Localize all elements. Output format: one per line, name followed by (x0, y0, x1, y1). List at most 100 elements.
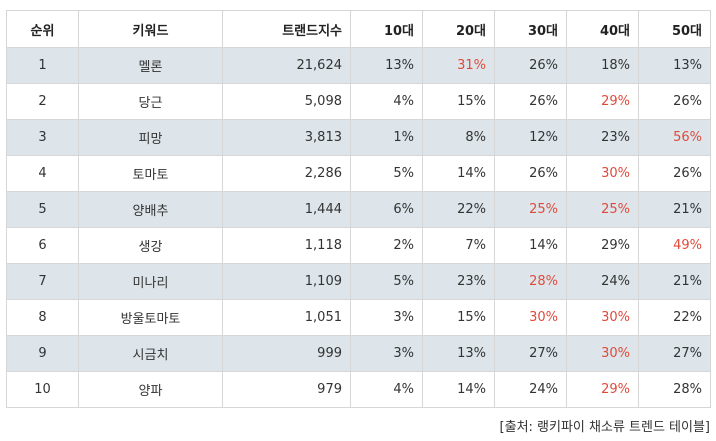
trend-index-cell: 21,624 (222, 47, 351, 84)
age-40s-cell: 30% (566, 155, 639, 192)
rank-cell: 9 (6, 335, 79, 372)
age-40s-cell: 29% (566, 83, 639, 120)
rank-cell: 7 (6, 263, 79, 300)
keyword-cell: 양파 (78, 371, 223, 408)
table-row: 2 당근 5,098 4% 15% 26% 29% 26% (6, 83, 711, 120)
age-50s-cell: 13% (638, 47, 711, 84)
table-row: 9 시금치 999 3% 13% 27% 30% 27% (6, 335, 711, 372)
age-20s-cell: 14% (422, 155, 495, 192)
age-30s-cell: 12% (494, 119, 567, 156)
rank-cell: 4 (6, 155, 79, 192)
age-50s-cell: 28% (638, 371, 711, 408)
rank-cell: 1 (6, 47, 79, 84)
age-30s-cell: 26% (494, 155, 567, 192)
rank-cell: 8 (6, 299, 79, 336)
header-age-10s: 10대 (350, 10, 423, 48)
source-caption: [출처: 랭키파이 채소류 트렌드 테이블] (499, 420, 710, 435)
age-20s-cell: 23% (422, 263, 495, 300)
age-50s-cell: 56% (638, 119, 711, 156)
age-50s-cell: 21% (638, 191, 711, 228)
trend-index-cell: 999 (222, 335, 351, 372)
age-10s-cell: 4% (350, 83, 423, 120)
table-row: 1 멜론 21,624 13% 31% 26% 18% 13% (6, 47, 711, 84)
trend-index-cell: 1,109 (222, 263, 351, 300)
rank-cell: 2 (6, 83, 79, 120)
age-50s-cell: 22% (638, 299, 711, 336)
age-10s-cell: 5% (350, 263, 423, 300)
table-row: 7 미나리 1,109 5% 23% 28% 24% 21% (6, 263, 711, 300)
age-10s-cell: 1% (350, 119, 423, 156)
header-row: 순위 키워드 트랜드지수 10대 20대 30대 40대 50대 (6, 10, 711, 48)
table-row: 3 피망 3,813 1% 8% 12% 23% 56% (6, 119, 711, 156)
age-30s-cell: 27% (494, 335, 567, 372)
age-10s-cell: 5% (350, 155, 423, 192)
age-20s-cell: 14% (422, 371, 495, 408)
rank-cell: 10 (6, 371, 79, 408)
age-30s-cell: 25% (494, 191, 567, 228)
rank-cell: 5 (6, 191, 79, 228)
table-row: 8 방울토마토 1,051 3% 15% 30% 30% 22% (6, 299, 711, 336)
age-50s-cell: 26% (638, 83, 711, 120)
age-40s-cell: 30% (566, 299, 639, 336)
table-row: 6 생강 1,118 2% 7% 14% 29% 49% (6, 227, 711, 264)
age-40s-cell: 29% (566, 227, 639, 264)
keyword-cell: 생강 (78, 227, 223, 264)
age-30s-cell: 24% (494, 371, 567, 408)
age-30s-cell: 26% (494, 47, 567, 84)
header-keyword: 키워드 (78, 10, 223, 48)
trend-index-cell: 5,098 (222, 83, 351, 120)
age-40s-cell: 24% (566, 263, 639, 300)
age-10s-cell: 3% (350, 335, 423, 372)
age-30s-cell: 30% (494, 299, 567, 336)
age-10s-cell: 3% (350, 299, 423, 336)
age-20s-cell: 15% (422, 299, 495, 336)
keyword-cell: 당근 (78, 83, 223, 120)
age-10s-cell: 4% (350, 371, 423, 408)
table-row: 10 양파 979 4% 14% 24% 29% 28% (6, 371, 711, 408)
age-30s-cell: 14% (494, 227, 567, 264)
header-trend-index: 트랜드지수 (222, 10, 351, 48)
keyword-cell: 토마토 (78, 155, 223, 192)
age-40s-cell: 29% (566, 371, 639, 408)
age-30s-cell: 28% (494, 263, 567, 300)
age-20s-cell: 8% (422, 119, 495, 156)
keyword-cell: 양배추 (78, 191, 223, 228)
age-20s-cell: 7% (422, 227, 495, 264)
keyword-cell: 시금치 (78, 335, 223, 372)
trend-index-cell: 979 (222, 371, 351, 408)
keyword-cell: 방울토마토 (78, 299, 223, 336)
trend-index-cell: 1,051 (222, 299, 351, 336)
trend-index-cell: 3,813 (222, 119, 351, 156)
age-40s-cell: 30% (566, 335, 639, 372)
trend-index-cell: 2,286 (222, 155, 351, 192)
age-20s-cell: 22% (422, 191, 495, 228)
age-40s-cell: 23% (566, 119, 639, 156)
age-10s-cell: 2% (350, 227, 423, 264)
rank-cell: 6 (6, 227, 79, 264)
age-40s-cell: 25% (566, 191, 639, 228)
trend-index-cell: 1,118 (222, 227, 351, 264)
age-10s-cell: 6% (350, 191, 423, 228)
age-50s-cell: 27% (638, 335, 711, 372)
header-rank: 순위 (6, 10, 79, 48)
age-30s-cell: 26% (494, 83, 567, 120)
table-row: 5 양배추 1,444 6% 22% 25% 25% 21% (6, 191, 711, 228)
age-10s-cell: 13% (350, 47, 423, 84)
keyword-cell: 피망 (78, 119, 223, 156)
age-40s-cell: 18% (566, 47, 639, 84)
trend-table: 순위 키워드 트랜드지수 10대 20대 30대 40대 50대 1 멜론 21,6… (6, 10, 711, 408)
age-20s-cell: 13% (422, 335, 495, 372)
table-row: 4 토마토 2,286 5% 14% 26% 30% 26% (6, 155, 711, 192)
header-age-50s: 50대 (638, 10, 711, 48)
age-20s-cell: 15% (422, 83, 495, 120)
header-age-40s: 40대 (566, 10, 639, 48)
trend-table-container: 순위 키워드 트랜드지수 10대 20대 30대 40대 50대 1 멜론 21,6… (6, 10, 711, 408)
keyword-cell: 멜론 (78, 47, 223, 84)
table-body: 1 멜론 21,624 13% 31% 26% 18% 13% 2 당근 5,098 4% 15% 26%… (6, 47, 711, 408)
header-age-30s: 30대 (494, 10, 567, 48)
age-50s-cell: 49% (638, 227, 711, 264)
age-50s-cell: 21% (638, 263, 711, 300)
header-age-20s: 20대 (422, 10, 495, 48)
keyword-cell: 미나리 (78, 263, 223, 300)
rank-cell: 3 (6, 119, 79, 156)
